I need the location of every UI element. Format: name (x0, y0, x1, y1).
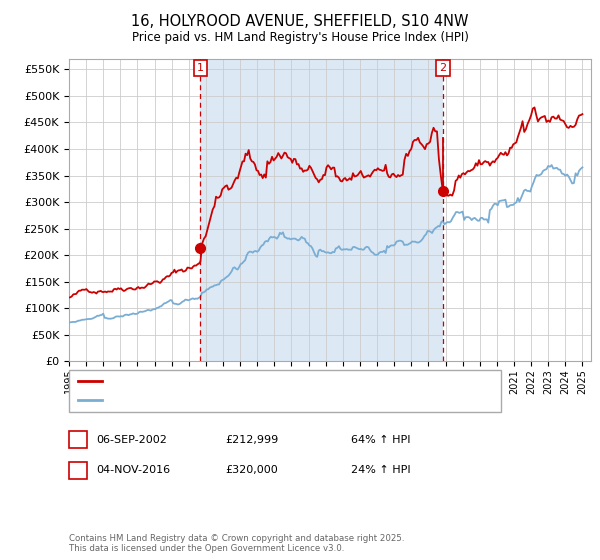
Text: HPI: Average price, detached house, Sheffield: HPI: Average price, detached house, Shef… (107, 395, 346, 405)
Text: 64% ↑ HPI: 64% ↑ HPI (351, 435, 410, 445)
Text: Contains HM Land Registry data © Crown copyright and database right 2025.
This d: Contains HM Land Registry data © Crown c… (69, 534, 404, 553)
Text: Price paid vs. HM Land Registry's House Price Index (HPI): Price paid vs. HM Land Registry's House … (131, 31, 469, 44)
Text: 1: 1 (74, 433, 82, 446)
Text: 04-NOV-2016: 04-NOV-2016 (96, 465, 170, 475)
Text: 2: 2 (74, 464, 82, 477)
Text: 2: 2 (439, 63, 446, 73)
Text: 16, HOLYROOD AVENUE, SHEFFIELD, S10 4NW: 16, HOLYROOD AVENUE, SHEFFIELD, S10 4NW (131, 14, 469, 29)
Text: 16, HOLYROOD AVENUE, SHEFFIELD, S10 4NW (detached house): 16, HOLYROOD AVENUE, SHEFFIELD, S10 4NW … (107, 376, 442, 386)
Text: £212,999: £212,999 (225, 435, 278, 445)
Text: 1: 1 (197, 63, 204, 73)
Text: 06-SEP-2002: 06-SEP-2002 (96, 435, 167, 445)
Text: £320,000: £320,000 (225, 465, 278, 475)
Bar (200, 59, 443, 361)
Text: 24% ↑ HPI: 24% ↑ HPI (351, 465, 410, 475)
